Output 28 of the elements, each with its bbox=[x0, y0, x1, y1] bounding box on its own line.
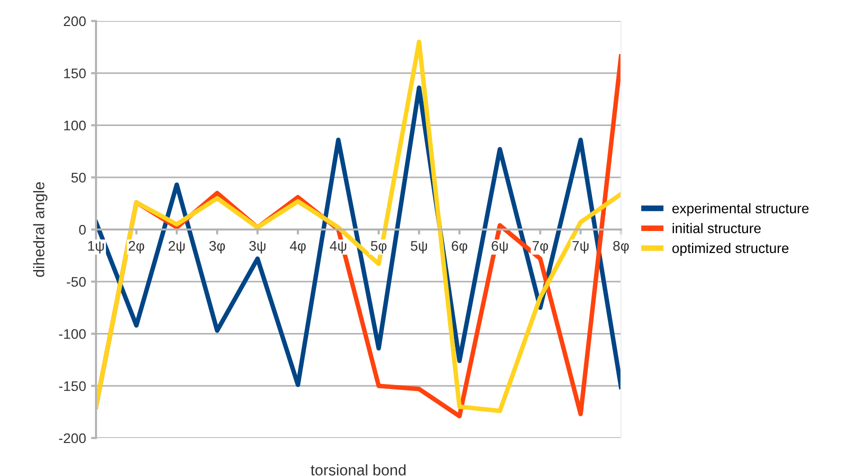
legend-label: experimental structure bbox=[672, 203, 809, 216]
y-axis-title: dihedral angle bbox=[33, 182, 48, 277]
x-tick-label: 6ψ bbox=[492, 240, 508, 254]
x-tick-label: 3ψ bbox=[249, 240, 266, 254]
x-tick-label: 8φ bbox=[613, 240, 629, 254]
y-tick-label: -50 bbox=[66, 276, 86, 287]
x-tick-label: 4ψ bbox=[330, 241, 346, 254]
x-tick-label: 5φ bbox=[370, 241, 386, 254]
x-tick-label: 2φ bbox=[128, 240, 144, 254]
x-tick-label: 2ψ bbox=[168, 240, 185, 254]
x-tick-label: 1ψ bbox=[88, 241, 104, 254]
y-tick-label: 200 bbox=[64, 16, 86, 26]
x-tick-label: 7ψ bbox=[572, 241, 589, 254]
legend-label: initial structure bbox=[672, 223, 761, 234]
x-tick-label: 6φ bbox=[452, 240, 468, 254]
y-tick-label: 50 bbox=[71, 172, 86, 183]
x-tick-label: 5ψ bbox=[410, 241, 427, 254]
x-tick-label: 3φ bbox=[209, 240, 225, 254]
y-tick-label: -100 bbox=[59, 329, 86, 339]
legend-label: optimized structure bbox=[672, 242, 788, 256]
y-tick-label: -150 bbox=[59, 381, 86, 392]
x-tick-label: 4φ bbox=[290, 241, 306, 254]
x-axis-title: torsional bond bbox=[310, 464, 406, 476]
y-tick-label: 0 bbox=[79, 224, 86, 235]
y-tick-label: -200 bbox=[59, 433, 86, 444]
y-tick-label: 150 bbox=[64, 68, 86, 78]
y-tick-label: 100 bbox=[64, 120, 86, 130]
x-tick-label: 7φ bbox=[532, 241, 548, 254]
